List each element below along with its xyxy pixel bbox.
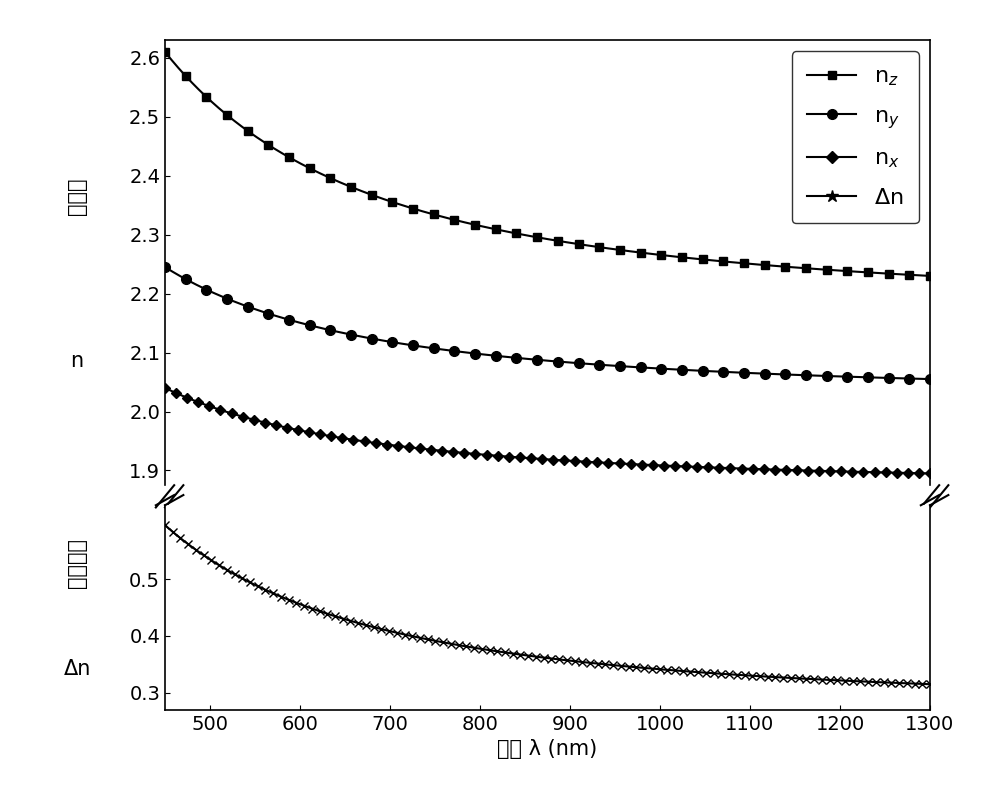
Text: 双折射率: 双折射率	[67, 537, 87, 588]
Text: 折射率: 折射率	[67, 177, 87, 215]
Text: Δn: Δn	[63, 659, 91, 678]
Legend: n$_z$, n$_y$, n$_x$, $\Delta$n: n$_z$, n$_y$, n$_x$, $\Delta$n	[792, 51, 919, 224]
X-axis label: 波长 λ (nm): 波长 λ (nm)	[497, 739, 598, 759]
Text: n: n	[70, 350, 84, 371]
